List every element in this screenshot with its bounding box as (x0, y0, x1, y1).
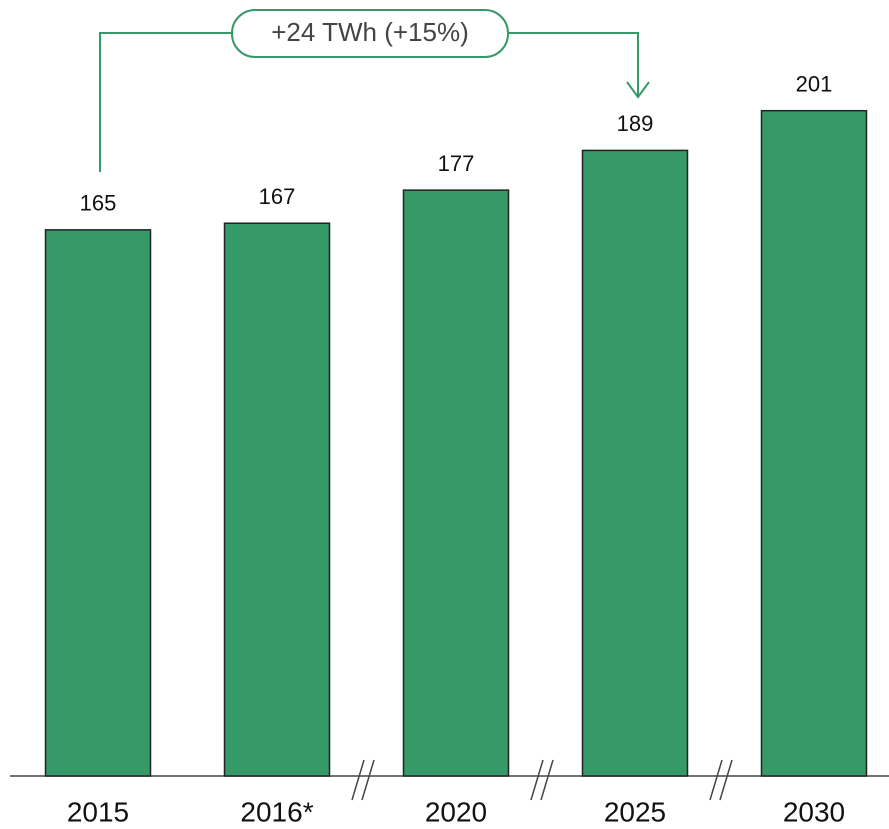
annotation-text: +24 TWh (+15%) (271, 17, 469, 47)
axis-break (351, 759, 365, 801)
annotation-connector (99, 32, 232, 172)
x-tick-label: 2030 (783, 796, 845, 827)
value-label: 167 (259, 184, 296, 209)
axis-break (719, 759, 733, 801)
annotation (99, 9, 650, 172)
x-tick-label: 2025 (604, 796, 666, 827)
annotation-connector (508, 32, 639, 96)
axis-breaks (351, 759, 733, 801)
annotation-arrow (626, 81, 650, 99)
axis-break (709, 759, 723, 801)
axis-break (361, 759, 375, 801)
bar (402, 189, 510, 777)
axis-break (530, 759, 544, 801)
value-label: 165 (80, 191, 117, 216)
x-tick-label: 2016* (240, 796, 313, 827)
annotation-box (231, 9, 509, 58)
bar (44, 229, 152, 777)
x-tick-label: 2020 (425, 796, 487, 827)
x-tick-label: 2015 (67, 796, 129, 827)
bar (760, 109, 868, 777)
value-label: 189 (617, 111, 654, 136)
value-label: 177 (438, 151, 475, 176)
value-label: 201 (796, 72, 833, 97)
bar (581, 149, 689, 777)
bar (223, 222, 331, 777)
axis-break (540, 759, 554, 801)
